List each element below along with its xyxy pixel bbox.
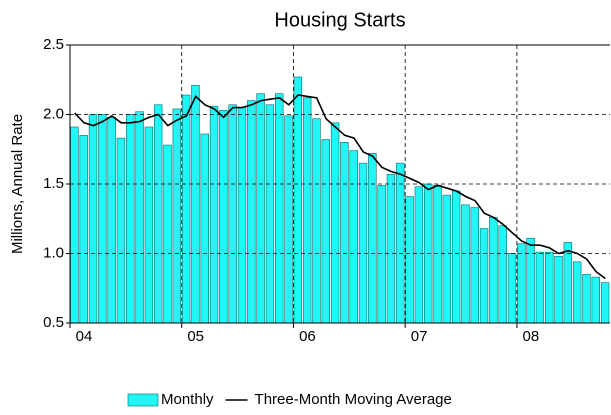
bar	[107, 116, 116, 324]
bar	[247, 100, 256, 324]
x-tick-label: 05	[187, 328, 204, 345]
bar	[219, 110, 228, 324]
bar	[321, 139, 330, 324]
bar	[582, 274, 591, 324]
bar	[191, 85, 200, 324]
bar	[302, 97, 312, 324]
bar	[470, 207, 479, 324]
bar	[116, 137, 126, 324]
bar	[507, 253, 517, 324]
bar	[293, 76, 303, 324]
bar	[386, 173, 396, 324]
y-tick-label: 1.0	[43, 244, 64, 261]
bar	[349, 150, 358, 324]
bar	[126, 114, 135, 324]
bar	[284, 115, 293, 324]
y-tick-label: 2.5	[43, 36, 64, 53]
legend: Monthly Three-Month Moving Average	[127, 391, 452, 408]
bar	[368, 153, 377, 324]
legend-swatch	[127, 393, 159, 407]
bar	[405, 196, 414, 324]
bar	[228, 104, 237, 324]
chart-title: Housing Starts	[274, 9, 405, 31]
bar	[265, 104, 275, 324]
bar	[526, 237, 535, 324]
bar	[554, 255, 563, 324]
bar	[377, 185, 386, 324]
bar	[237, 107, 247, 324]
bar	[414, 186, 424, 324]
legend-label: Monthly	[161, 391, 214, 408]
bar	[489, 217, 498, 324]
legend-label: Three-Month Moving Average	[255, 391, 452, 408]
bar	[70, 126, 79, 324]
x-tick-label: 08	[523, 328, 540, 345]
bar	[572, 261, 582, 324]
bar	[396, 162, 405, 324]
bar	[451, 190, 461, 324]
bar	[545, 251, 554, 324]
bar	[340, 142, 349, 324]
bar	[517, 243, 526, 324]
bar	[498, 225, 507, 324]
bar	[275, 93, 284, 324]
x-tick-label: 06	[299, 328, 316, 345]
bar	[600, 282, 610, 324]
bar	[172, 108, 182, 324]
bar	[461, 204, 470, 324]
bar	[79, 135, 88, 324]
y-axis-label: Millions, Annual Rate	[9, 114, 26, 254]
bar	[535, 251, 545, 324]
bar	[200, 133, 209, 324]
bar	[312, 118, 321, 324]
bar	[433, 185, 442, 324]
y-tick-label: 2.0	[43, 105, 64, 122]
bar	[209, 105, 219, 324]
x-tick-label: 07	[411, 328, 428, 345]
bar	[479, 228, 489, 324]
y-tick-label: 0.5	[43, 314, 64, 331]
bar	[591, 276, 600, 324]
bar	[358, 162, 368, 324]
bar	[135, 111, 144, 324]
bar	[330, 122, 340, 324]
bar	[88, 114, 98, 324]
x-tick-label: 04	[76, 328, 93, 345]
bar	[163, 144, 172, 324]
bar	[98, 114, 107, 324]
bar	[442, 194, 452, 324]
bar	[181, 94, 191, 324]
bar	[144, 126, 154, 324]
y-tick-label: 1.5	[43, 175, 64, 192]
line	[74, 94, 606, 280]
bar	[153, 104, 163, 324]
bar	[563, 242, 573, 324]
bar	[256, 93, 265, 324]
